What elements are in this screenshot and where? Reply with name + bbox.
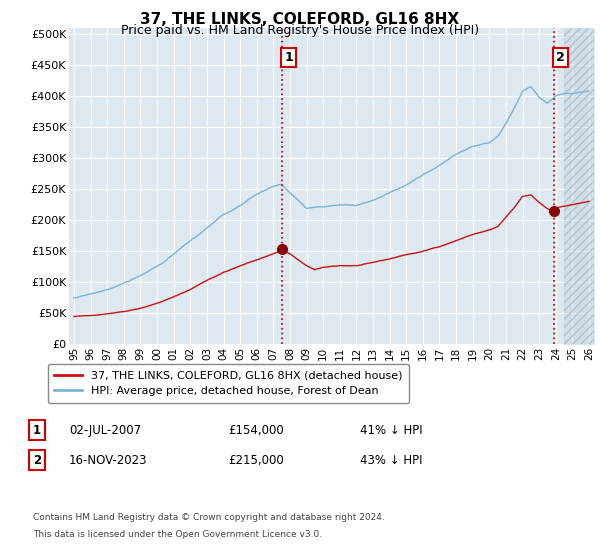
Legend: 37, THE LINKS, COLEFORD, GL16 8HX (detached house), HPI: Average price, detached: 37, THE LINKS, COLEFORD, GL16 8HX (detac…: [47, 364, 409, 403]
Text: 43% ↓ HPI: 43% ↓ HPI: [360, 454, 422, 467]
Text: Price paid vs. HM Land Registry's House Price Index (HPI): Price paid vs. HM Land Registry's House …: [121, 24, 479, 36]
Text: 41% ↓ HPI: 41% ↓ HPI: [360, 423, 422, 437]
Text: 1: 1: [33, 423, 41, 437]
Text: £154,000: £154,000: [228, 423, 284, 437]
Text: 16-NOV-2023: 16-NOV-2023: [69, 454, 148, 467]
Text: 02-JUL-2007: 02-JUL-2007: [69, 423, 141, 437]
Text: This data is licensed under the Open Government Licence v3.0.: This data is licensed under the Open Gov…: [33, 530, 322, 539]
Text: 37, THE LINKS, COLEFORD, GL16 8HX: 37, THE LINKS, COLEFORD, GL16 8HX: [140, 12, 460, 27]
Text: 2: 2: [33, 454, 41, 467]
Text: £215,000: £215,000: [228, 454, 284, 467]
Text: 1: 1: [284, 52, 293, 64]
Text: Contains HM Land Registry data © Crown copyright and database right 2024.: Contains HM Land Registry data © Crown c…: [33, 514, 385, 522]
Bar: [564, 22, 598, 344]
Text: 2: 2: [556, 52, 565, 64]
